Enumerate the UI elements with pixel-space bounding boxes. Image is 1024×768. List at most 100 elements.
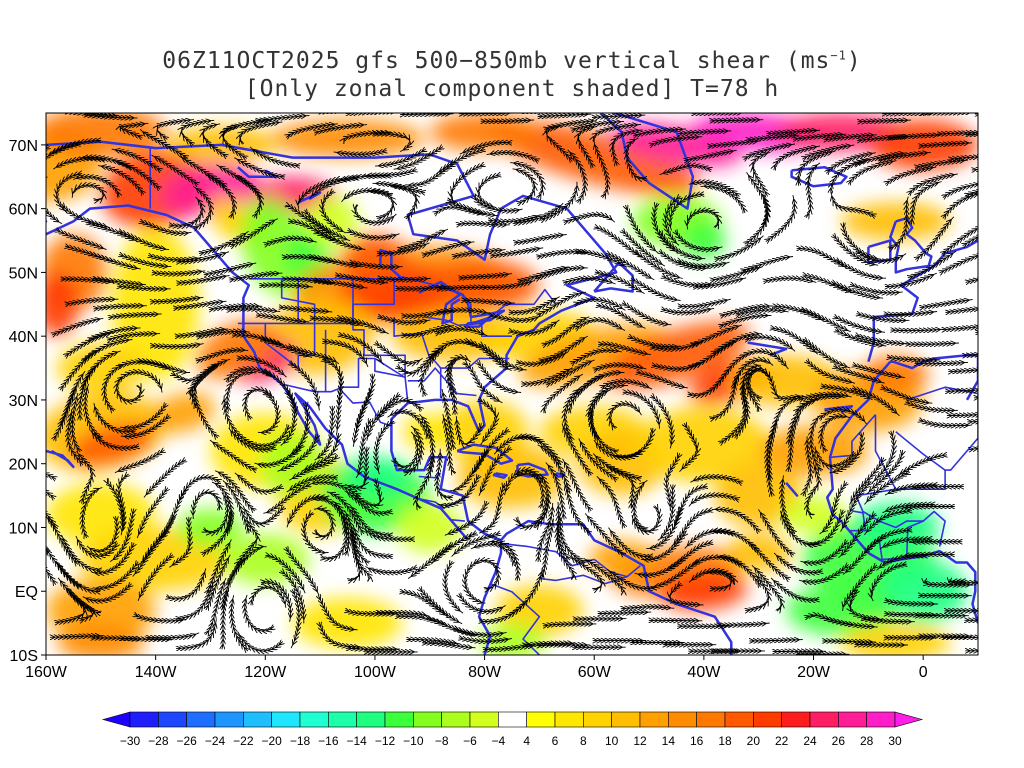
streamline	[419, 588, 463, 625]
streamline	[46, 472, 56, 480]
streamline	[673, 486, 708, 529]
lon-label: 40W	[687, 664, 721, 681]
streamline	[770, 577, 819, 600]
streamline	[169, 516, 190, 568]
colorbar-label: −26	[176, 734, 197, 748]
colorbar-label: 18	[718, 734, 732, 748]
streamline	[48, 141, 101, 155]
colorbar-label: −8	[435, 734, 449, 748]
colorbar-swatch	[838, 711, 867, 728]
streamline	[256, 116, 310, 121]
streamline	[114, 450, 165, 474]
lat-label: 40N	[9, 329, 38, 346]
streamline	[969, 448, 978, 450]
shading-patch	[429, 113, 540, 152]
streamline	[974, 397, 978, 398]
streamline	[807, 463, 819, 514]
streamline	[543, 624, 597, 626]
streamline	[598, 612, 652, 613]
streamline	[94, 306, 147, 309]
colorbar-label: 30	[888, 734, 902, 748]
streamline	[355, 204, 397, 222]
streamline	[141, 109, 195, 110]
streamline	[318, 595, 358, 630]
streamline	[510, 163, 543, 199]
streamline	[853, 365, 905, 378]
colorbar-label: −16	[318, 734, 339, 748]
longitude-axis: 160W 140W 120W 100W 80W 60W 40W 20W 0	[25, 655, 928, 681]
streamline	[843, 222, 881, 259]
colorbar-label: −24	[205, 734, 226, 748]
streamline	[223, 125, 247, 158]
streamline	[120, 123, 149, 137]
streamline	[906, 343, 960, 344]
coastline	[46, 449, 75, 469]
streamline	[949, 156, 978, 159]
streamline	[152, 271, 206, 274]
colorbar-label: 24	[803, 734, 817, 748]
colorbar-label: 26	[832, 734, 846, 748]
streamline	[319, 656, 371, 664]
colorbar-swatch	[299, 711, 329, 728]
streamline	[578, 104, 632, 105]
streamline	[594, 140, 608, 198]
streamline	[230, 218, 279, 247]
colorbar-label: 12	[633, 734, 647, 748]
streamline	[915, 362, 969, 363]
streamline	[888, 135, 942, 138]
shading-patch	[868, 119, 978, 171]
streamline	[972, 168, 978, 170]
streamline	[593, 125, 641, 142]
streamline	[945, 389, 978, 391]
streamline	[363, 170, 417, 176]
streamline	[237, 102, 290, 103]
streamline	[885, 600, 938, 604]
streamline	[344, 490, 393, 514]
lon-label: 60W	[578, 664, 612, 681]
streamline	[289, 363, 319, 411]
streamline	[537, 292, 586, 315]
streamline	[104, 363, 125, 411]
streamline	[514, 235, 567, 243]
colorbar-label: 6	[552, 734, 559, 748]
streamline	[196, 108, 249, 110]
colorbar-swatch	[809, 711, 839, 728]
streamline	[949, 581, 978, 583]
streamline	[349, 262, 403, 267]
streamline	[209, 439, 257, 470]
streamline	[920, 300, 973, 308]
lon-label: 20W	[797, 664, 831, 681]
colorbar-label: −14	[346, 734, 367, 748]
streamline	[850, 284, 903, 293]
streamline	[659, 165, 712, 176]
colorbar-swatch	[469, 711, 499, 728]
streamline	[288, 402, 308, 457]
streamline	[878, 152, 931, 161]
streamline	[139, 128, 187, 158]
streamline	[678, 299, 731, 307]
streamline	[621, 607, 675, 609]
streamline	[108, 314, 162, 318]
streamline	[901, 507, 954, 509]
streamline	[204, 263, 257, 275]
colorbar-swatch	[186, 711, 216, 728]
colorbar-swatch	[158, 711, 187, 728]
streamline	[749, 640, 803, 641]
streamline	[910, 487, 964, 489]
streamline	[376, 400, 422, 421]
colorbar-label: 22	[775, 734, 789, 748]
streamline	[908, 174, 958, 195]
streamline	[631, 279, 681, 301]
lon-label: 160W	[25, 664, 68, 681]
streamline	[245, 594, 274, 631]
streamline	[546, 126, 572, 162]
streamline	[819, 410, 867, 425]
streamline	[627, 137, 647, 179]
shading-patch	[270, 119, 425, 158]
streamline	[227, 309, 281, 312]
streamline	[536, 268, 588, 279]
streamline	[237, 631, 283, 651]
streamline	[117, 376, 142, 401]
streamline	[481, 120, 535, 121]
colorbar-swatch	[583, 711, 612, 728]
